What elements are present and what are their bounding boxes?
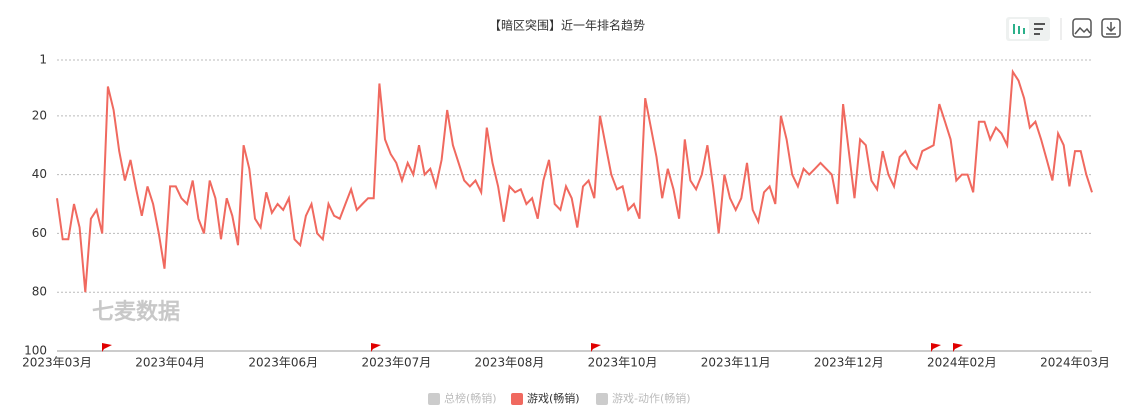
x-tick-label: 2024年03月 [1040, 356, 1110, 370]
y-tick-label: 20 [32, 108, 47, 122]
legend-swatch [511, 393, 523, 405]
x-tick-label: 2023年08月 [475, 356, 545, 370]
legend-item[interactable]: 游戏-动作(畅销) [596, 391, 691, 405]
legend-item[interactable]: 总榜(畅销) [428, 391, 497, 405]
line-series [56, 68, 1093, 293]
event-flag[interactable] [371, 343, 381, 352]
x-tick-label: 2023年10月 [588, 356, 658, 370]
legend-swatch [596, 393, 608, 405]
x-tick-label: 2023年06月 [248, 356, 318, 370]
x-tick-label: 2024年02月 [927, 356, 997, 370]
event-flag[interactable] [102, 343, 112, 352]
x-tick-label: 2023年07月 [361, 356, 431, 370]
event-flag[interactable] [953, 343, 963, 352]
event-flag[interactable] [931, 343, 941, 352]
legend-item[interactable]: 游戏(畅销) [511, 391, 580, 405]
event-flags [102, 343, 963, 352]
legend-label: 游戏(畅销) [527, 391, 580, 405]
image-button[interactable] [1072, 18, 1092, 38]
legend-label: 总榜(畅销) [444, 391, 497, 405]
x-tick-label: 2023年03月 [22, 356, 92, 370]
y-tick-label: 40 [32, 167, 47, 181]
x-tick-label: 2023年11月 [701, 356, 771, 370]
chart-title: 【暗区突围】近一年排名趋势 [489, 18, 645, 33]
watermark: 七麦数据 [92, 299, 180, 325]
x-tick-label: 2023年04月 [135, 356, 205, 370]
y-tick-label: 80 [32, 285, 47, 299]
y-tick-label: 100 [24, 344, 47, 358]
download-button[interactable] [1101, 18, 1121, 38]
x-tick-label: 2023年12月 [814, 356, 884, 370]
event-flag[interactable] [591, 343, 601, 352]
y-tick-label: 60 [32, 226, 47, 240]
toolbar [1006, 17, 1121, 41]
legend-label: 游戏-动作(畅销) [612, 391, 691, 405]
legend-swatch [428, 393, 440, 405]
y-tick-label: 1 [39, 53, 47, 67]
